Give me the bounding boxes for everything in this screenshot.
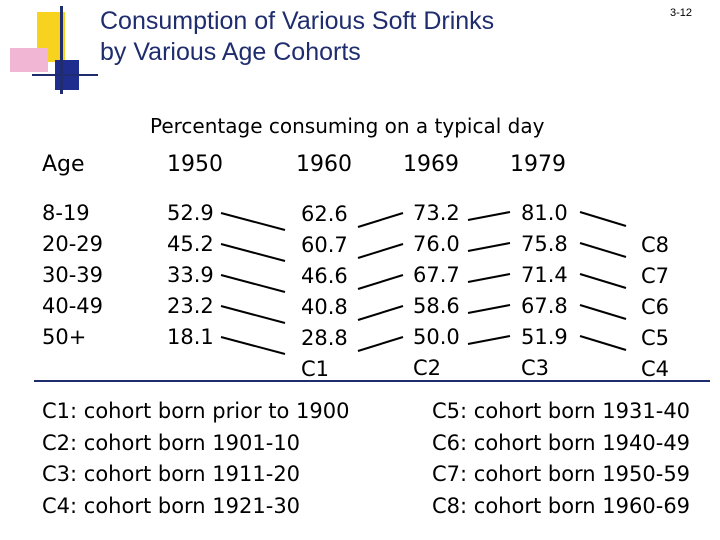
connector-line bbox=[579, 304, 627, 320]
cohort-label: C5 bbox=[641, 326, 670, 350]
separator-rule bbox=[34, 380, 710, 382]
header-age: Age bbox=[42, 152, 85, 177]
legend-right: C5: cohort born 1931-40 C6: cohort born … bbox=[432, 396, 690, 522]
legend-item: C1: cohort born prior to 1900 bbox=[42, 399, 350, 423]
connector-line bbox=[579, 242, 627, 258]
value-cell: 67.7 bbox=[413, 263, 460, 287]
value-cell: 51.9 bbox=[521, 325, 568, 349]
age-cell: 8-19 bbox=[42, 201, 90, 225]
connector-line bbox=[357, 305, 404, 321]
cohort-label: C4 bbox=[641, 357, 670, 381]
value-cell: 40.8 bbox=[301, 295, 348, 319]
header-1960: 1960 bbox=[296, 152, 352, 177]
legend-left: C1: cohort born prior to 1900 C2: cohort… bbox=[42, 396, 349, 522]
connector-line bbox=[357, 243, 404, 259]
header-1979: 1979 bbox=[510, 152, 566, 177]
legend-item: C4: cohort born 1921-30 bbox=[42, 493, 301, 518]
value-cell: 50.0 bbox=[413, 325, 460, 349]
value-cell: 75.8 bbox=[521, 232, 568, 256]
connector-line bbox=[467, 304, 511, 314]
slide-number: 3-12 bbox=[670, 7, 693, 19]
legend-item: C3: cohort born 1911-20 bbox=[42, 462, 301, 486]
legend-item: C6: cohort born 1940-49 bbox=[432, 430, 691, 455]
connector-line bbox=[467, 273, 511, 283]
connector-line bbox=[357, 274, 404, 290]
value-cell: 62.6 bbox=[301, 202, 348, 226]
legend-item: C2: cohort born 1901-10 bbox=[42, 430, 301, 455]
value-cell: 46.6 bbox=[301, 264, 348, 288]
connector-line bbox=[467, 242, 511, 252]
cohort-label: C1 bbox=[301, 357, 330, 381]
connector-line bbox=[579, 211, 627, 227]
logo-horizontal-line bbox=[32, 74, 98, 76]
value-cell: 58.6 bbox=[413, 294, 460, 318]
value-cell: 23.2 bbox=[167, 294, 214, 318]
age-column: 8-19 20-29 30-39 40-49 50+ bbox=[42, 198, 103, 353]
title-line-2: by Various Age Cohorts bbox=[100, 38, 361, 66]
cohort-label: C6 bbox=[641, 295, 670, 319]
col-1969: 73.2 76.0 67.7 58.6 50.0 C2 bbox=[413, 198, 460, 384]
age-cell: 30-39 bbox=[42, 263, 104, 287]
connector-line bbox=[220, 212, 286, 231]
table-subtitle: Percentage consuming on a typical day bbox=[150, 114, 545, 138]
cohort-label: C2 bbox=[413, 356, 442, 380]
logo-pink-square bbox=[10, 48, 48, 72]
connector-line bbox=[220, 305, 286, 324]
connector-line bbox=[357, 336, 404, 352]
value-cell: 45.2 bbox=[167, 232, 214, 256]
connector-line bbox=[467, 335, 511, 345]
col-1979: 81.0 75.8 71.4 67.8 51.9 C3 bbox=[521, 198, 568, 384]
col-1950: 52.9 45.2 33.9 23.2 18.1 bbox=[167, 198, 214, 353]
cohort-label: C8 bbox=[641, 233, 670, 257]
header-1950: 1950 bbox=[167, 152, 223, 177]
connector-line bbox=[357, 212, 404, 228]
value-cell: 52.9 bbox=[167, 201, 214, 225]
value-cell: 60.7 bbox=[301, 233, 348, 257]
cohort-label: C3 bbox=[521, 356, 550, 380]
age-cell: 40-49 bbox=[42, 294, 104, 318]
connector-line bbox=[220, 243, 286, 262]
value-cell: 73.2 bbox=[413, 201, 460, 225]
logo-vertical-line bbox=[60, 6, 63, 94]
legend-item: C8: cohort born 1960-69 bbox=[432, 493, 691, 518]
col-1960: 62.6 60.7 46.6 40.8 28.8 C1 bbox=[301, 199, 348, 385]
cohort-column-right: C8 C7 C6 C5 C4 bbox=[641, 230, 669, 385]
slide-title: Consumption of Various Soft Drinks by Va… bbox=[100, 6, 494, 68]
value-cell: 28.8 bbox=[301, 326, 348, 350]
connector-line bbox=[579, 273, 627, 289]
title-line-1: Consumption of Various Soft Drinks bbox=[100, 7, 495, 35]
age-cell: 20-29 bbox=[42, 232, 104, 256]
header-1969: 1969 bbox=[403, 152, 459, 177]
connector-line bbox=[467, 211, 511, 221]
value-cell: 81.0 bbox=[521, 201, 568, 225]
cohort-label: C7 bbox=[641, 264, 670, 288]
value-cell: 67.8 bbox=[521, 294, 568, 318]
value-cell: 71.4 bbox=[521, 263, 568, 287]
value-cell: 18.1 bbox=[167, 325, 214, 349]
value-cell: 33.9 bbox=[167, 263, 214, 287]
value-cell: 76.0 bbox=[413, 232, 460, 256]
connector-line bbox=[220, 274, 286, 293]
legend-item: C5: cohort born 1931-40 bbox=[432, 399, 691, 423]
age-cell: 50+ bbox=[42, 325, 87, 349]
connector-line bbox=[579, 335, 627, 351]
connector-line bbox=[220, 336, 286, 355]
legend-item: C7: cohort born 1950-59 bbox=[432, 462, 691, 486]
